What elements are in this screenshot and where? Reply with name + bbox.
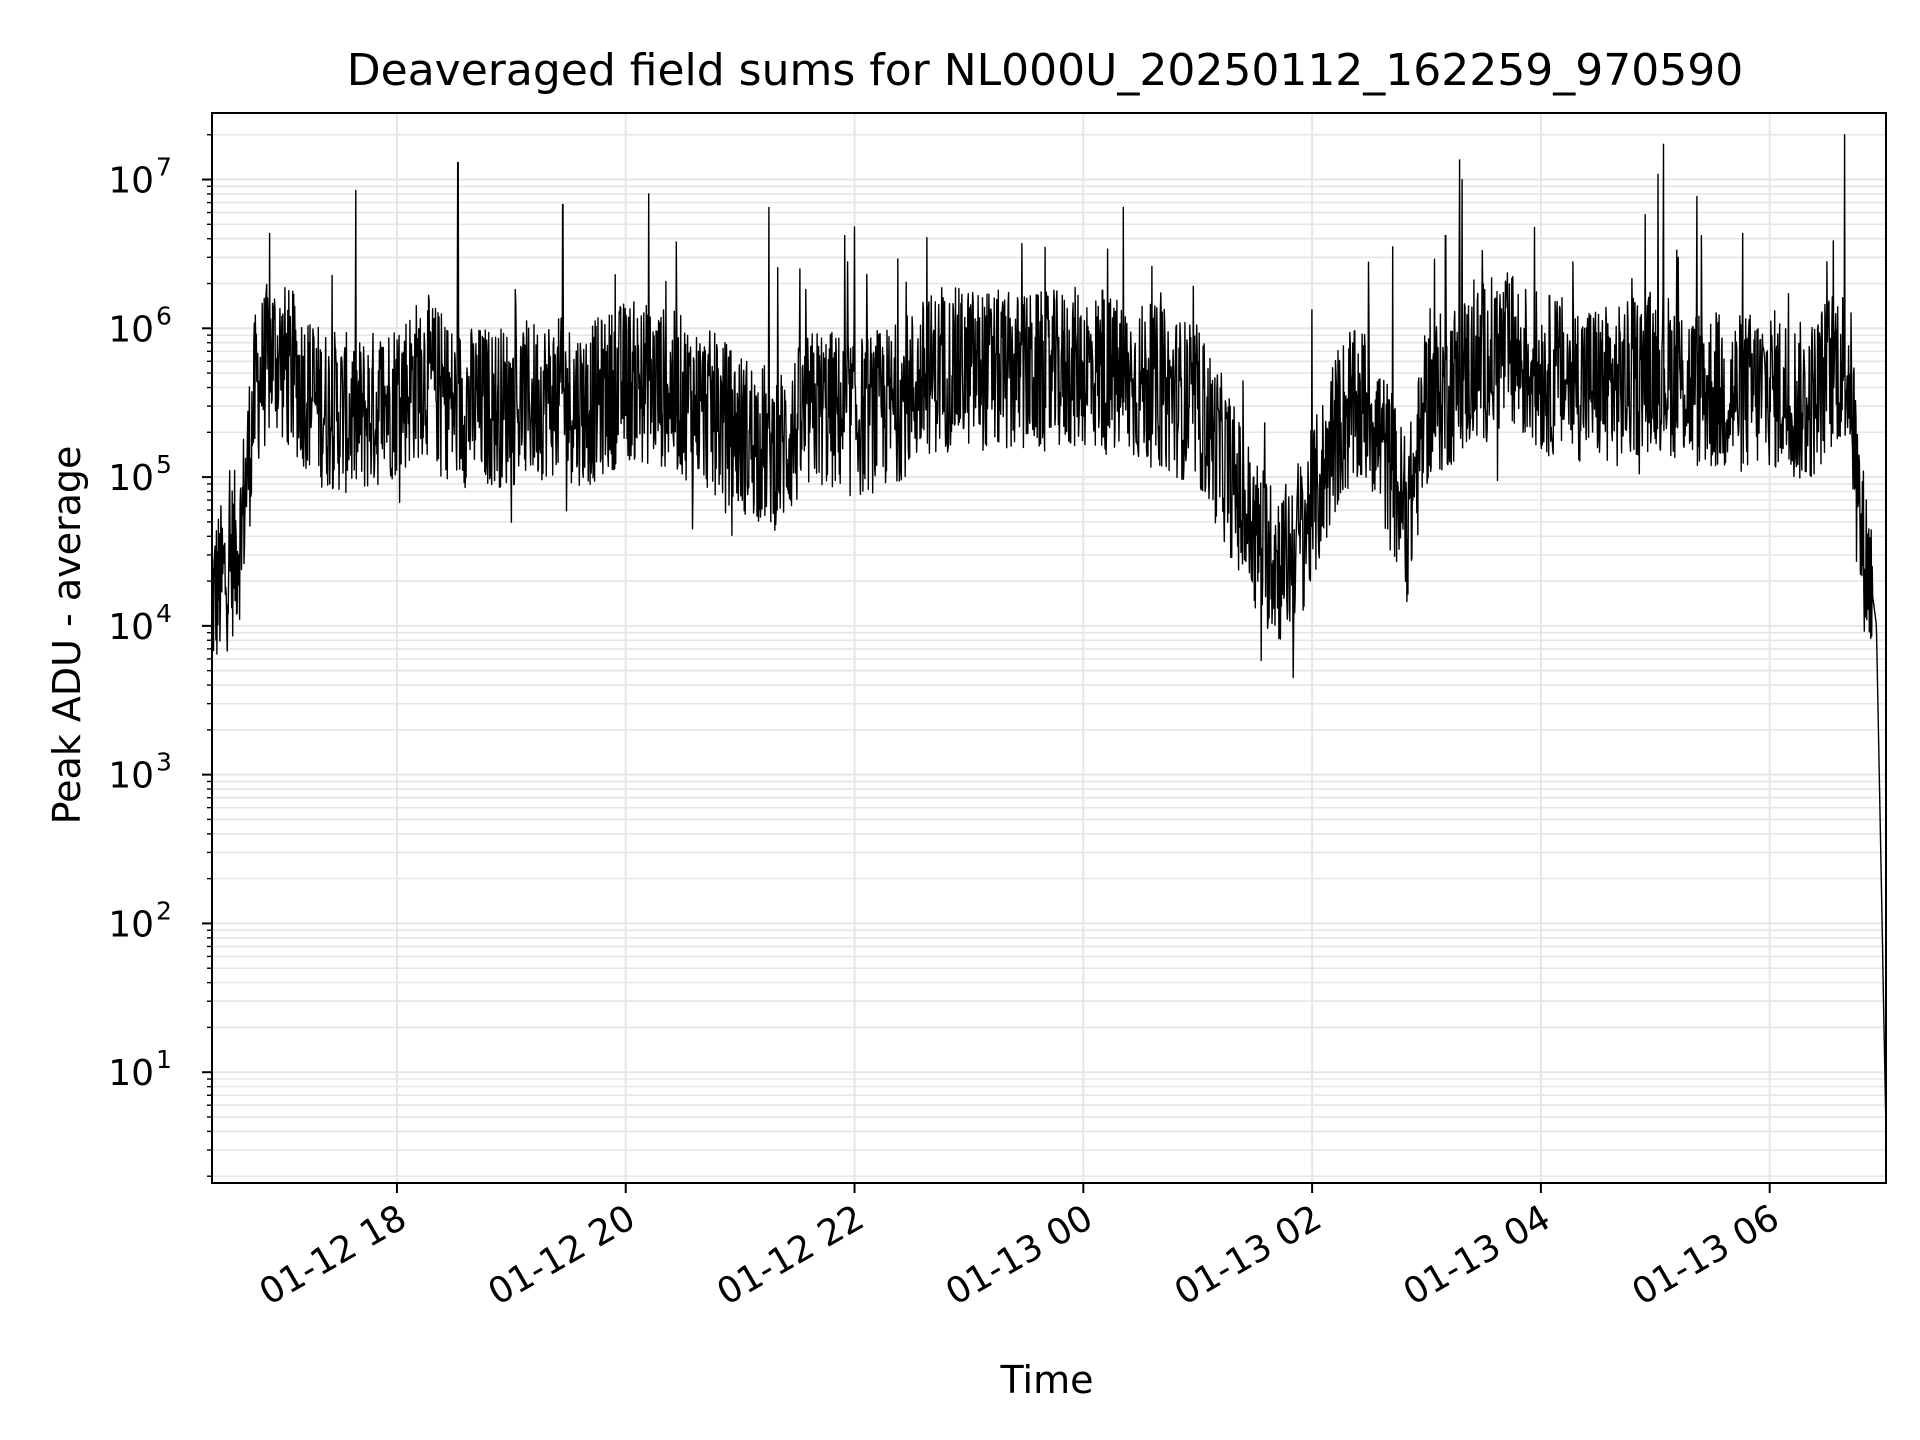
plot-frame [211, 112, 1887, 1184]
y-tick-exponent: 3 [156, 748, 172, 777]
y-tick-exponent: 6 [156, 301, 172, 330]
x-axis-label: Time [1000, 1358, 1094, 1402]
chart-title: Deaveraged field sums for NL000U_2025011… [347, 45, 1743, 96]
y-axis-label: Peak ADU - average [45, 446, 89, 825]
y-tick-exponent: 7 [156, 153, 172, 182]
y-tick-exponent: 1 [156, 1045, 172, 1074]
y-tick-label: 10 [108, 161, 154, 202]
y-tick-label: 10 [108, 904, 154, 945]
y-tick-label: 10 [108, 309, 154, 350]
y-tick-exponent: 2 [156, 896, 172, 925]
plot-area [211, 134, 1887, 1132]
y-tick-label: 10 [108, 756, 154, 797]
y-tick-label: 10 [108, 1053, 154, 1094]
y-tick-exponent: 4 [156, 599, 172, 628]
y-tick-label: 10 [108, 458, 154, 499]
y-tick-exponent: 5 [156, 450, 172, 479]
series-line [211, 134, 1887, 1132]
y-tick-label: 10 [108, 607, 154, 648]
